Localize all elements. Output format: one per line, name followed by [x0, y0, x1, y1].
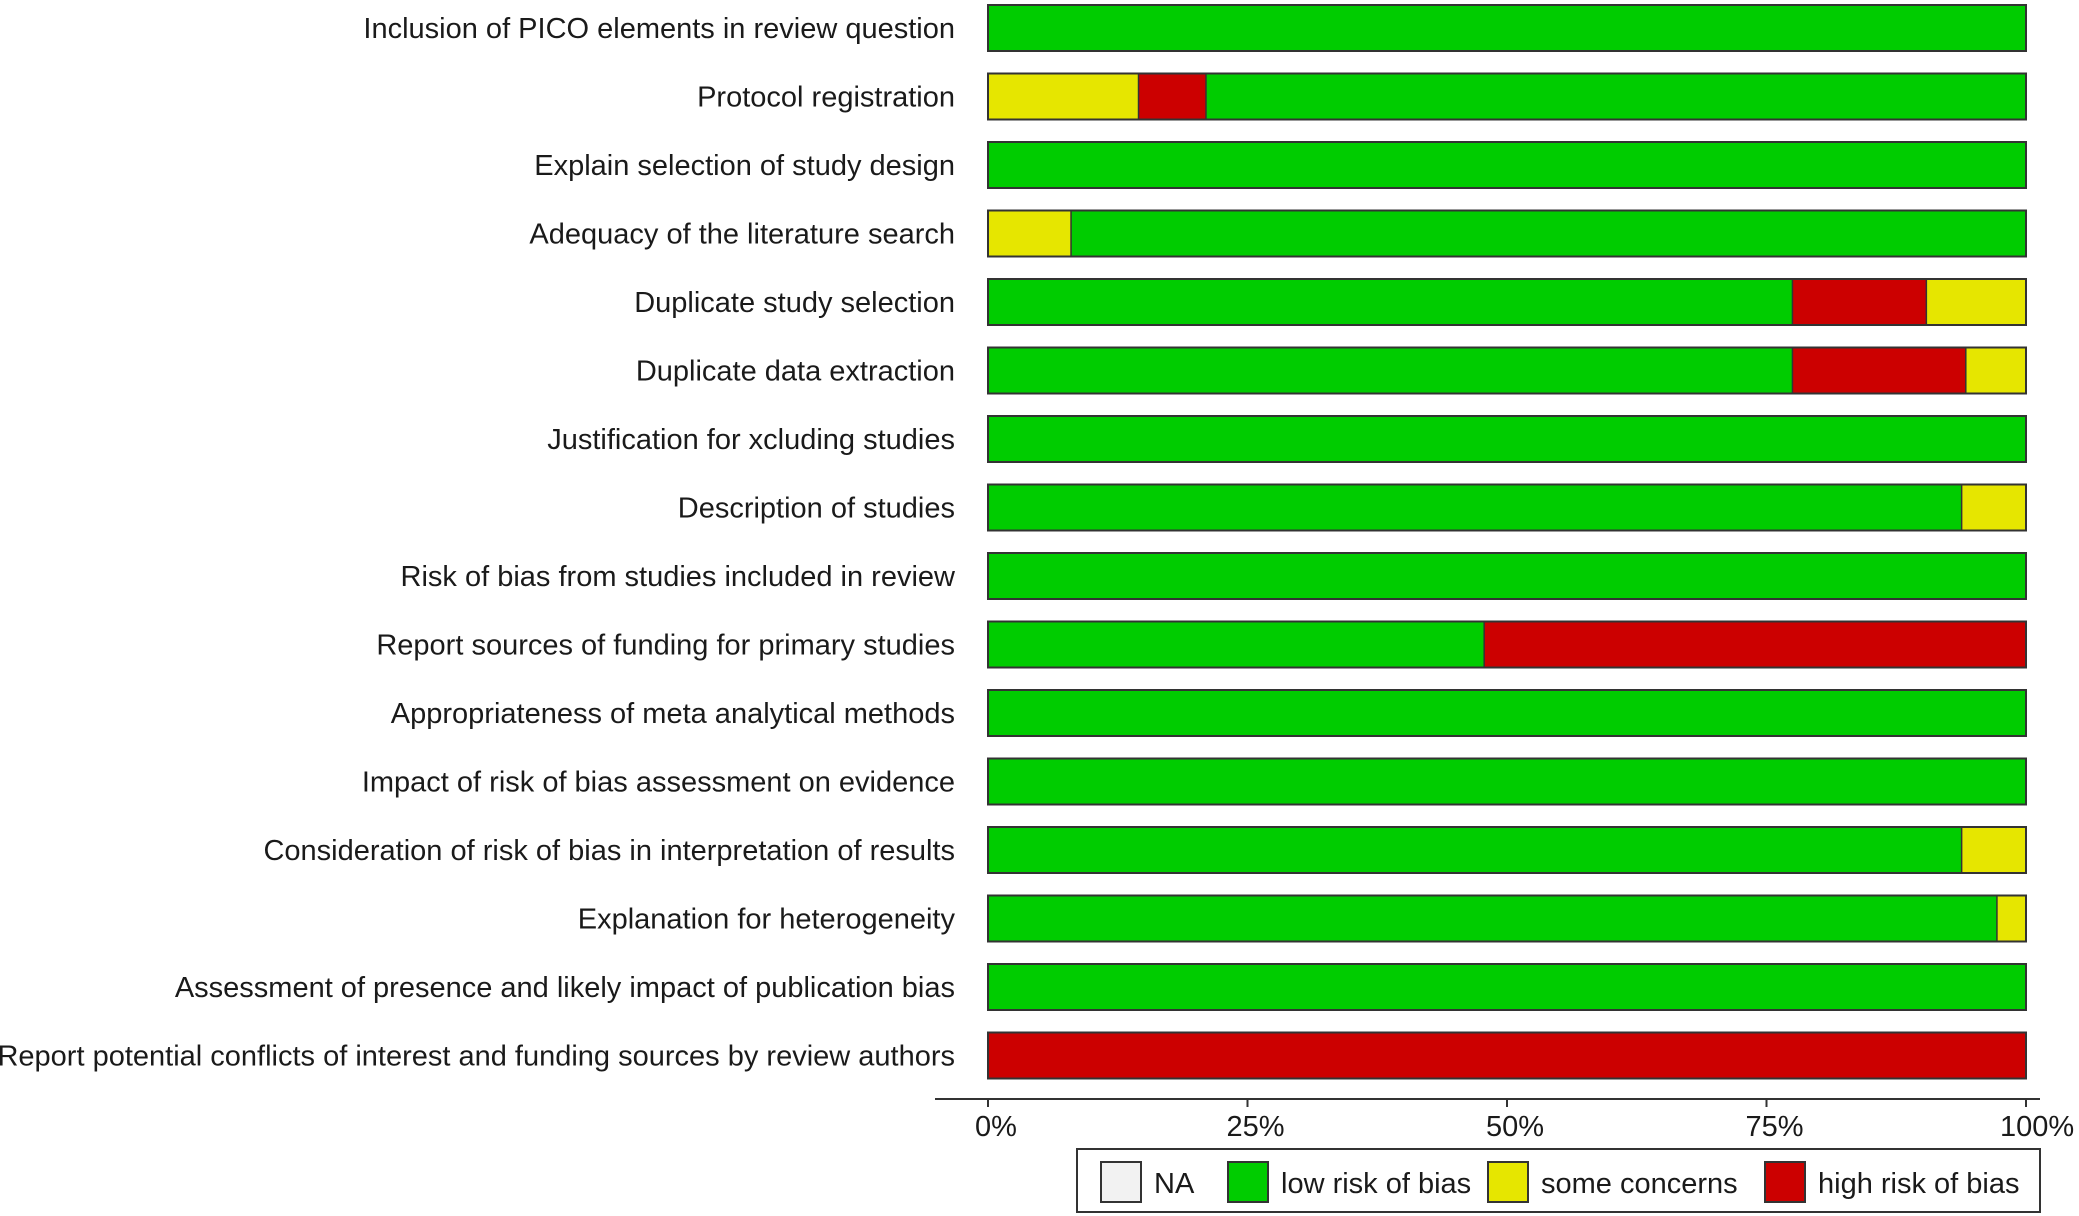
bar-outline [987, 209, 2027, 258]
bar-segment-low [988, 690, 2026, 736]
row-label: Duplicate data extraction [636, 356, 955, 388]
row-label: Protocol registration [697, 82, 955, 114]
legend-label-low: low risk of bias [1281, 1168, 1471, 1200]
bar-segment-some [1926, 279, 2026, 325]
legend-swatch-na [1100, 1161, 1142, 1203]
row-label: Explain selection of study design [534, 150, 955, 182]
x-axis-ticks: 0% 25% 50% 75% 100% [975, 1099, 2074, 1143]
legend-label-high: high risk of bias [1818, 1168, 2020, 1200]
bar-segment-low [988, 553, 2026, 599]
bar-segment-low [988, 758, 2026, 805]
bar-segment-low [988, 827, 1962, 873]
bar-segment-some [1965, 347, 2026, 394]
bar-segment-low [988, 142, 2026, 188]
bar-segment-low [988, 279, 1793, 325]
row-label: Justification for xcluding studies [547, 424, 955, 456]
bar-outline [987, 415, 2027, 463]
bar-outline [987, 346, 2027, 395]
bar-outline [987, 141, 2027, 189]
bar-segment-some [1996, 895, 2026, 942]
x-tick-label: 50% [1486, 1111, 1544, 1143]
bar-outline [987, 1031, 2027, 1080]
x-tick-label: 0% [975, 1111, 1017, 1143]
bar-segment-low [988, 484, 1962, 531]
x-tick-label: 25% [1226, 1111, 1284, 1143]
bar-segment-some [1961, 827, 2026, 873]
bar-segment-some [1961, 484, 2026, 531]
x-tick-label: 75% [1745, 1111, 1803, 1143]
row-label: Risk of bias from studies included in re… [401, 561, 957, 593]
row-label: Appropriateness of meta analytical metho… [391, 698, 955, 730]
legend-label-some: some concerns [1541, 1168, 1738, 1200]
row-label: Explanation for heterogeneity [578, 904, 956, 936]
row-label: Assessment of presence and likely impact… [175, 972, 955, 1004]
bar-segment-low [988, 621, 1485, 668]
bar-segment-high [1484, 621, 2026, 668]
bar-outline [987, 483, 2027, 532]
row-label: Adequacy of the literature search [529, 219, 955, 251]
bar-outline [987, 4, 2027, 52]
bar-segment-low [988, 347, 1793, 394]
legend-swatch-some [1487, 1161, 1529, 1203]
bar-outline [987, 894, 2027, 943]
bar-outline [987, 278, 2027, 326]
row-labels: Inclusion of PICO elements in review que… [0, 13, 956, 1073]
bar-outline [987, 689, 2027, 737]
row-label: Report potential conflicts of interest a… [0, 1041, 955, 1073]
bar-segment-high [988, 1032, 2026, 1079]
bar-segment-low [988, 416, 2026, 462]
legend-swatch-low [1227, 1161, 1269, 1203]
bar-segment-high [1792, 279, 1927, 325]
row-label: Consideration of risk of bias in interpr… [263, 835, 955, 867]
row-label: Inclusion of PICO elements in review que… [363, 13, 955, 45]
bar-outline [987, 620, 2027, 669]
stacked-bars [987, 4, 2027, 1080]
bar-segment-some [988, 210, 1072, 257]
bar-outline [987, 826, 2027, 874]
bar-segment-low [1071, 210, 2026, 257]
bar-segment-low [988, 895, 1997, 942]
row-label: Report sources of funding for primary st… [376, 630, 955, 662]
bar-outline [987, 963, 2027, 1011]
bar-segment-some [988, 73, 1139, 120]
bar-outline [987, 552, 2027, 600]
x-tick-label: 100% [2000, 1111, 2074, 1143]
bar-segment-high [1792, 347, 1966, 394]
legend-swatch-high [1764, 1161, 1806, 1203]
bar-segment-low [988, 964, 2026, 1010]
row-label: Duplicate study selection [634, 287, 955, 319]
bar-outline [987, 757, 2027, 806]
legend: NA low risk of bias some concerns high risk… [1076, 1148, 2041, 1213]
row-label: Impact of risk of bias assessment on evi… [362, 767, 955, 799]
bar-outline [987, 72, 2027, 121]
bar-segment-low [988, 5, 2026, 51]
legend-label-na: NA [1154, 1168, 1195, 1200]
row-label: Description of studies [678, 493, 955, 525]
bar-segment-high [1138, 73, 1206, 120]
bar-segment-low [1205, 73, 2026, 120]
